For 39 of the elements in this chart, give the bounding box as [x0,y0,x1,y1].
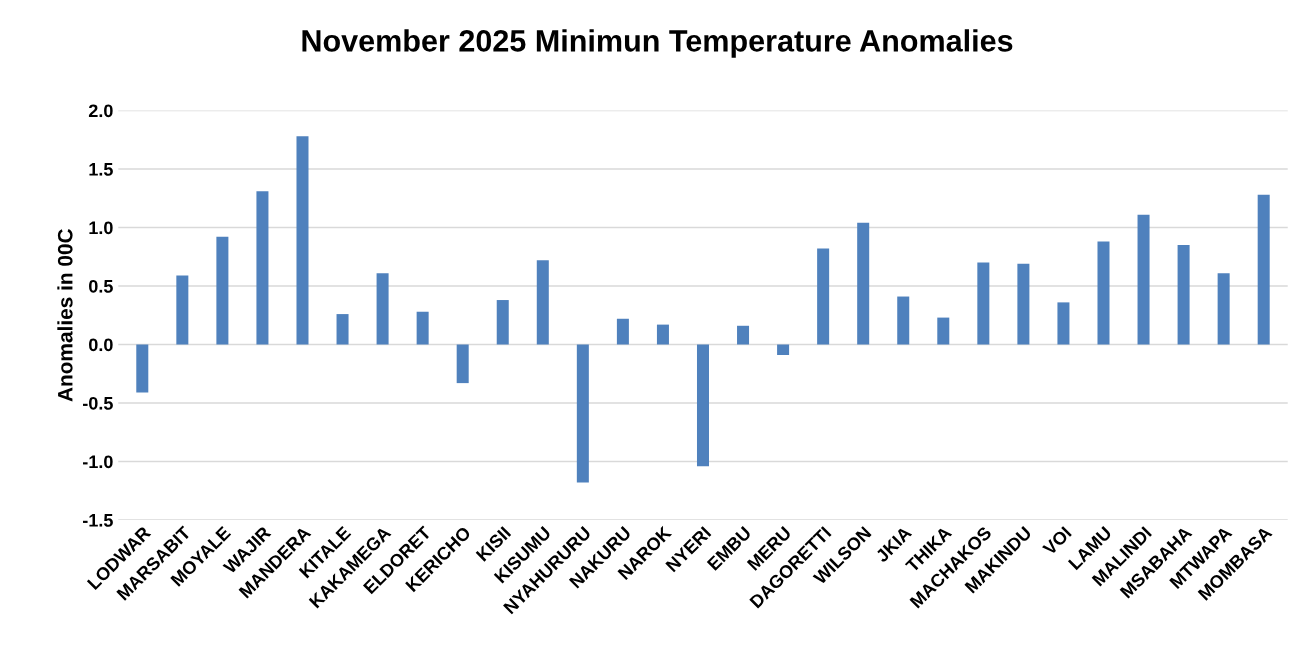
bar [897,296,910,345]
bar [416,311,429,345]
bar [777,344,790,356]
bar [696,344,709,467]
bar [496,300,509,345]
bar [1257,194,1270,345]
y-tick-label: -1.0 [83,455,113,469]
bar [857,222,870,345]
bar [656,324,669,345]
y-tick-label: 2.0 [88,104,113,118]
y-axis-title: Anomalies in 00C [57,228,73,402]
y-tick-label: 1.5 [89,163,113,176]
bar [256,191,269,345]
y-tick-label: 0.0 [89,338,113,352]
bar [1137,214,1150,345]
bar [296,136,309,345]
bar [1177,245,1190,345]
bar [216,236,229,345]
bar [737,325,750,345]
chart-title: November 2025 Minimun Temperature Anomalies [302,29,1013,58]
bar [536,260,549,345]
bar [1217,273,1230,345]
bar [937,317,950,345]
bar [977,262,990,345]
y-tick-label: -0.5 [83,396,113,410]
bar [456,344,469,384]
bar [376,273,389,345]
bar [176,275,189,345]
y-tick-label: -1.5 [83,514,113,527]
bar [817,248,830,345]
bar [1017,263,1030,345]
bar [576,344,589,483]
bar [1097,241,1110,345]
y-tick-label: 1.0 [89,221,113,235]
bar [1057,302,1070,345]
y-tick-label: 0.5 [89,279,113,293]
bar [616,318,629,345]
bar [336,314,349,345]
bar [136,344,149,393]
